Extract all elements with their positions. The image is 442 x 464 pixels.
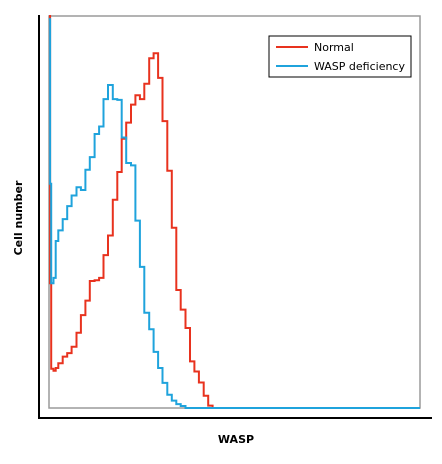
y-axis-title: Cell number bbox=[12, 180, 25, 255]
series-line-wasp-deficiency bbox=[49, 18, 420, 409]
series-line-normal bbox=[49, 15, 420, 409]
legend-box bbox=[268, 35, 412, 78]
x-axis-title: WASP bbox=[218, 433, 254, 446]
series-layer bbox=[49, 15, 420, 409]
legend: Normal WASP deficiency bbox=[268, 35, 412, 78]
legend-label-wasp-deficiency: WASP deficiency bbox=[314, 60, 405, 73]
legend-label-normal: Normal bbox=[314, 41, 354, 54]
